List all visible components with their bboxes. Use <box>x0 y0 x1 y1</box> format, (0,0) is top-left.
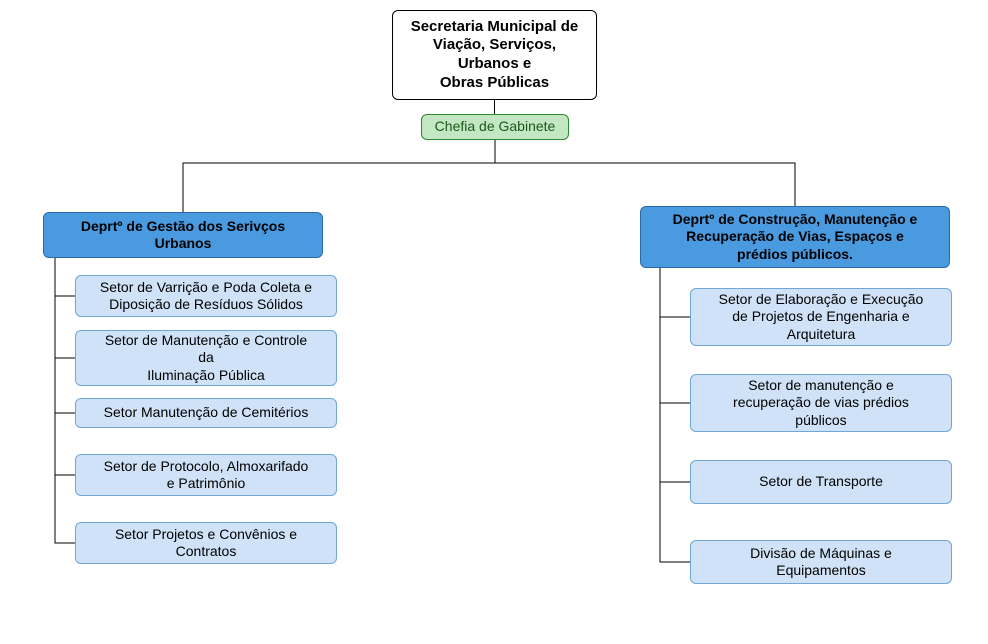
org-node-dept_left: Deprtº de Gestão dos SerivçosUrbanos <box>43 212 323 258</box>
org-node-root: Secretaria Municipal deViação, Serviços,… <box>392 10 597 100</box>
org-node-s_l3: Setor Manutenção de Cemitérios <box>75 398 337 428</box>
org-node-s_l4: Setor de Protocolo, Almoxarifadoe Patrim… <box>75 454 337 496</box>
org-node-s_l2: Setor de Manutenção e ControledaIluminaç… <box>75 330 337 386</box>
org-node-dept_right: Deprtº de Construção, Manutenção eRecupe… <box>640 206 950 268</box>
org-node-s_l1: Setor de Varrição e Poda Coleta eDiposiç… <box>75 275 337 317</box>
org-node-s_r2: Setor de manutenção erecuperação de vias… <box>690 374 952 432</box>
org-node-s_r1: Setor de Elaboração e Execuçãode Projeto… <box>690 288 952 346</box>
org-node-s_l5: Setor Projetos e Convênios eContratos <box>75 522 337 564</box>
org-node-cabinet: Chefia de Gabinete <box>421 114 569 140</box>
org-node-s_r4: Divisão de Máquinas eEquipamentos <box>690 540 952 584</box>
org-node-s_r3: Setor de Transporte <box>690 460 952 504</box>
